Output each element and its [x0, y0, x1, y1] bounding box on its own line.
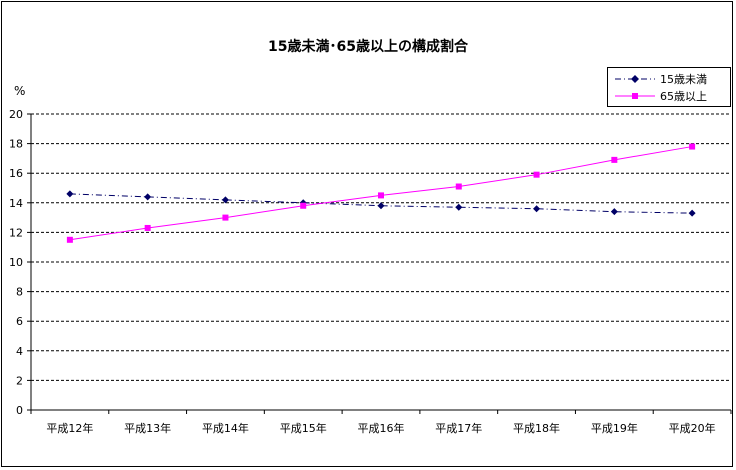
data-point-series-1	[455, 183, 462, 190]
legend: 15歳未満 65歳以上	[607, 67, 731, 107]
y-tick-label: 10	[9, 256, 23, 269]
x-tick-label: 平成20年	[669, 421, 716, 435]
data-point-series-0	[221, 196, 229, 204]
data-point-series-1	[144, 224, 151, 231]
y-tick-label: 6	[16, 315, 23, 328]
x-tick-label: 平成19年	[591, 421, 638, 435]
data-point-series-0	[533, 205, 541, 213]
data-point-series-1	[533, 171, 540, 178]
x-tick-label: 平成14年	[202, 421, 249, 435]
y-tick-label: 0	[16, 404, 23, 417]
legend-item-series-0: 15歳未満	[614, 71, 707, 87]
data-point-series-0	[66, 190, 74, 198]
data-point-series-0	[377, 202, 385, 210]
x-tick-label: 平成15年	[280, 421, 327, 435]
data-point-series-1	[66, 236, 73, 243]
data-point-series-0	[144, 193, 152, 201]
data-point-series-0	[688, 209, 696, 217]
x-tick-label: 平成12年	[46, 421, 93, 435]
chart-title: 15歳未満･65歳以上の構成割合	[268, 39, 468, 55]
y-tick-label: 14	[9, 197, 23, 210]
y-tick-label: 20	[9, 108, 23, 121]
data-point-series-1	[689, 143, 696, 150]
y-tick-label: 4	[16, 345, 23, 358]
x-tick-label: 平成13年	[124, 421, 171, 435]
y-tick-label: 12	[9, 226, 23, 239]
x-tick-label: 平成17年	[435, 421, 482, 435]
data-point-series-1	[611, 156, 618, 163]
data-point-series-1	[300, 202, 307, 209]
legend-label-series-1: 65歳以上	[660, 90, 707, 103]
legend-label-series-0: 15歳未満	[660, 73, 707, 86]
x-tick-label: 平成18年	[513, 421, 560, 435]
y-axis-unit: %	[14, 84, 26, 98]
y-tick-label: 18	[9, 138, 23, 151]
legend-marker-square-icon	[615, 93, 655, 99]
data-point-series-0	[455, 203, 463, 211]
y-tick-label: 16	[9, 167, 23, 180]
y-tick-label: 8	[16, 286, 23, 299]
y-tick-label: 2	[16, 374, 23, 387]
legend-marker-diamond-icon	[615, 75, 655, 83]
x-tick-label: 平成16年	[358, 421, 405, 435]
data-point-series-0	[610, 208, 618, 216]
data-point-series-1	[222, 214, 229, 221]
legend-item-series-1: 65歳以上	[614, 88, 707, 104]
data-point-series-1	[378, 192, 384, 199]
